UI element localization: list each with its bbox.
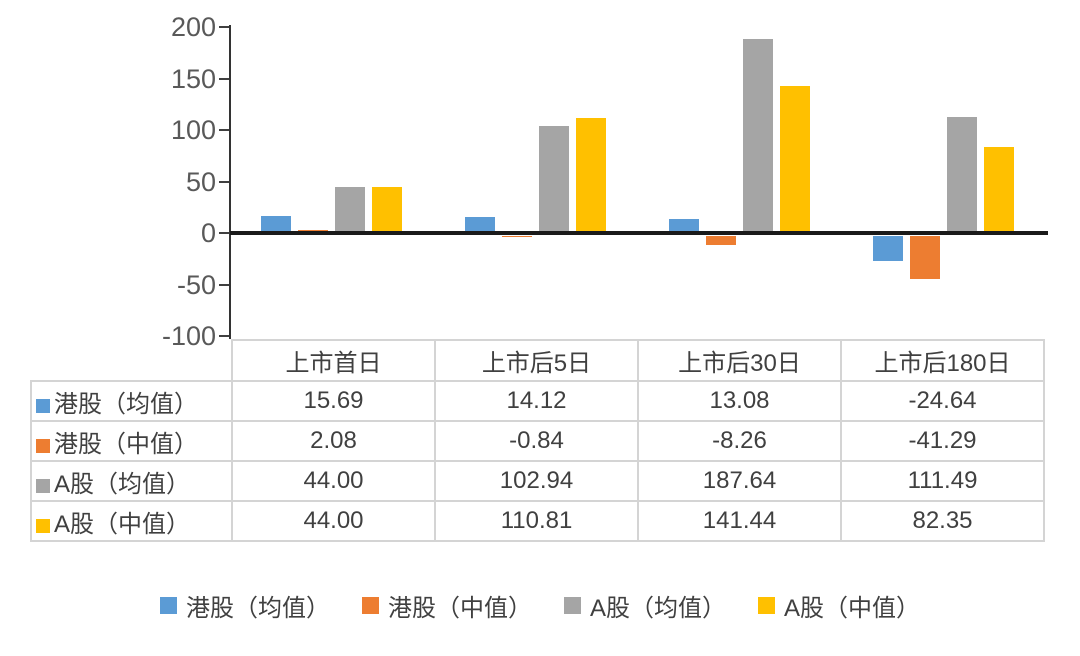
table-row-label: A股（均值） — [30, 460, 233, 502]
table-row-label: A股（中值） — [30, 500, 233, 542]
y-axis-tick-mark — [219, 77, 230, 80]
table-cell-value: 44.00 — [231, 500, 436, 542]
legend-item: 港股（中值） — [361, 588, 532, 623]
table-corner-cell — [31, 340, 232, 381]
table-row: A股（均值） 44.00 102.94 187.64 111.49 — [30, 460, 1045, 502]
bar-series1-category3 — [668, 218, 699, 232]
table-cell-value: 44.00 — [231, 460, 436, 502]
legend-swatch-icon — [563, 597, 581, 614]
legend-item: A股（均值） — [563, 588, 726, 623]
bar-series1-category2 — [465, 217, 496, 232]
bar-series3-category2 — [539, 125, 570, 232]
y-axis-tick-mark — [219, 232, 230, 234]
table-cell-value: -0.84 — [434, 420, 639, 462]
table-cell-value: 102.94 — [434, 460, 639, 502]
table-cell-value: 187.64 — [637, 460, 842, 502]
table-row: 港股（均值） 15.69 14.12 13.08 -24.64 — [30, 380, 1045, 422]
series-name: A股（中值） — [54, 510, 191, 538]
table-cell-value: -8.26 — [637, 420, 842, 462]
chart-legend: 港股（均值） 港股（中值） A股（均值） A股（中值） — [0, 588, 1080, 623]
table-row: 港股（中值） 2.08 -0.84 -8.26 -41.29 — [30, 420, 1045, 462]
bar-series3-category3 — [742, 38, 773, 232]
bar-series3-category4 — [946, 117, 977, 232]
series-name: 港股（中值） — [54, 430, 198, 458]
table-cell-value: 2.08 — [231, 420, 436, 462]
bar-series4-category3 — [779, 86, 810, 232]
table-cell-value: 141.44 — [637, 500, 842, 542]
table-row-label: 港股（中值） — [30, 420, 233, 462]
y-axis-tick-mark — [219, 26, 230, 28]
legend-swatch-icon — [758, 597, 775, 614]
bar-series2-category1 — [298, 229, 329, 232]
bar-series2-category4 — [909, 236, 940, 279]
table-cell-value: 111.49 — [840, 460, 1045, 502]
bar-series3-category1 — [335, 186, 366, 232]
table-cell-value: 14.12 — [434, 380, 639, 422]
table-column-header: 上市后30日 — [637, 339, 842, 382]
legend-swatch-icon — [361, 597, 379, 614]
y-axis-line — [229, 25, 231, 339]
bar-series4-category1 — [372, 186, 403, 232]
table-column-header: 上市后5日 — [434, 339, 639, 382]
y-axis-tick-mark — [219, 283, 230, 286]
table-cell-value: -41.29 — [840, 420, 1045, 462]
bar-series2-category2 — [502, 236, 533, 237]
legend-label: 港股（中值） — [387, 595, 532, 622]
series-name: 港股（均值） — [54, 390, 198, 418]
legend-swatch-icon — [159, 597, 177, 614]
table-cell-value: -24.64 — [840, 380, 1045, 422]
y-axis-tick-label: 50 — [185, 166, 216, 197]
y-axis-tick-label: 0 — [200, 218, 216, 248]
series-color-swatch-icon — [36, 438, 50, 453]
series-color-swatch-icon — [36, 518, 50, 533]
y-axis-tick-label: 200 — [170, 12, 216, 42]
bar-series1-category1 — [261, 215, 292, 232]
data-table: 上市首日 上市后5日 上市后30日 上市后180日港股（均值） 15.69 14.12 13… — [30, 339, 1045, 542]
legend-label: A股（中值） — [784, 595, 921, 622]
table-cell-value: 82.35 — [840, 500, 1045, 542]
legend-item: A股（中值） — [758, 588, 920, 623]
bar-series4-category4 — [983, 147, 1014, 232]
zero-baseline — [230, 231, 1048, 235]
y-axis-tick-label: 100 — [170, 115, 216, 145]
table-row: A股（中值） 44.00 110.81 141.44 82.35 — [30, 500, 1045, 542]
y-axis-tick-mark — [219, 129, 230, 131]
table-cell-value: 13.08 — [637, 380, 842, 422]
series-color-swatch-icon — [36, 478, 50, 493]
legend-label: A股（均值） — [589, 595, 726, 622]
table-cell-value: 15.69 — [231, 380, 436, 422]
y-axis-tick-label: -100 — [161, 321, 216, 351]
legend-item: 港股（均值） — [159, 588, 330, 623]
y-axis-tick-label: 150 — [170, 63, 216, 94]
series-name: A股（均值） — [54, 470, 191, 498]
bar-series4-category2 — [576, 117, 607, 232]
y-axis-tick-mark — [219, 180, 230, 183]
table-row-label: 港股（均值） — [30, 380, 233, 422]
table-column-header: 上市后180日 — [840, 339, 1045, 382]
legend-label: 港股（均值） — [185, 595, 330, 622]
y-axis-tick-label: -50 — [176, 269, 216, 300]
bar-series1-category4 — [872, 236, 903, 262]
bar-series2-category3 — [705, 236, 736, 245]
y-axis-tick-mark — [219, 335, 230, 337]
table-header-row: 上市首日 上市后5日 上市后30日 上市后180日 — [31, 339, 1045, 382]
table-column-header: 上市首日 — [231, 339, 436, 382]
table-cell-value: 110.81 — [434, 500, 639, 542]
series-color-swatch-icon — [36, 398, 50, 413]
